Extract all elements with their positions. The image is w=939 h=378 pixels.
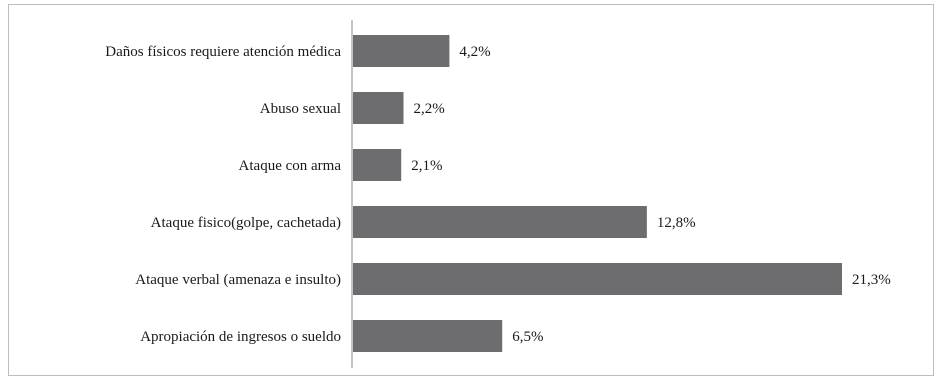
bar-2 (353, 149, 402, 181)
chart-frame (8, 4, 934, 376)
data-label-4: 21,3% (852, 272, 891, 288)
bar-4 (353, 263, 842, 295)
data-label-5: 6,5% (512, 329, 543, 345)
category-label-5: Apropiación de ingresos o sueldo (140, 329, 341, 345)
bars-layer: Daños físicos requiere atención médica 4,… (105, 35, 891, 352)
bar-5 (353, 320, 503, 352)
category-label-0: Daños físicos requiere atención médica (105, 44, 341, 60)
bar-3 (353, 206, 647, 238)
category-label-4: Ataque verbal (amenaza e insulto) (135, 272, 341, 288)
category-label-2: Ataque con arma (239, 158, 342, 174)
data-label-1: 2,2% (414, 101, 445, 117)
data-label-0: 4,2% (459, 44, 490, 60)
category-label-1: Abuso sexual (260, 101, 341, 117)
data-label-3: 12,8% (657, 215, 696, 231)
data-label-2: 2,1% (411, 158, 442, 174)
bar-1 (353, 92, 404, 124)
category-label-3: Ataque fisico(golpe, cachetada) (151, 215, 341, 231)
bar-0 (353, 35, 450, 67)
